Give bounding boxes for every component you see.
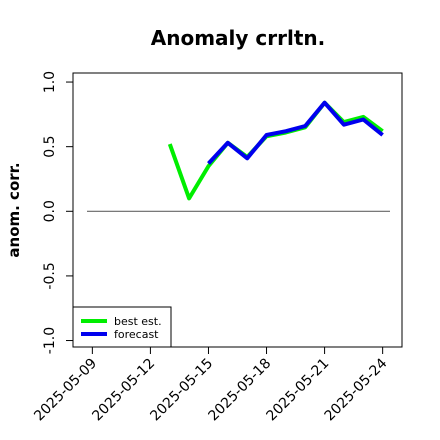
legend-label-best-est: best est. xyxy=(114,315,162,328)
legend-box xyxy=(72,306,172,348)
y-tick-label: -1.0 xyxy=(42,327,58,354)
y-tick-label: -0.5 xyxy=(42,262,58,289)
x-tick-label: 2025-05-24 xyxy=(322,355,391,424)
series-line-forecast xyxy=(207,100,384,165)
y-axis-label: anom. corr. xyxy=(5,162,23,257)
legend: best est. forecast xyxy=(72,306,172,348)
plot-frame xyxy=(72,72,403,348)
y-tick-label: 0.5 xyxy=(42,136,58,158)
legend-label-forecast: forecast xyxy=(114,328,159,341)
y-tick-label: 1.0 xyxy=(42,71,58,93)
y-tick-label: 0.0 xyxy=(42,200,58,222)
chart-title: Anomaly crrltn. xyxy=(151,26,325,50)
series-line-best-est xyxy=(167,100,384,201)
